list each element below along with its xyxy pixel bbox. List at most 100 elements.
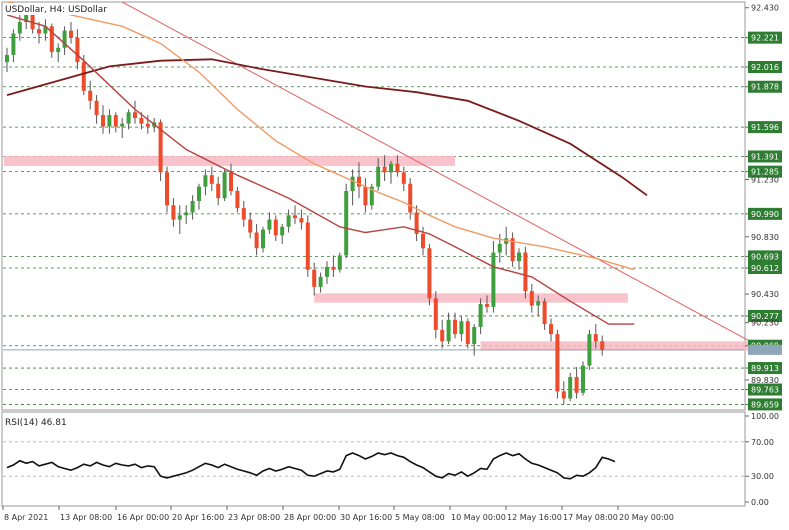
resistance-zone: [3, 155, 456, 166]
bear-candle: [523, 252, 528, 292]
bear-candle: [561, 391, 566, 399]
bear-candle: [209, 175, 214, 184]
bull-candle: [504, 238, 509, 244]
time-tick-label: 20 Apr 16:00: [172, 513, 224, 522]
rsi-tick-label: 70.00: [751, 438, 774, 447]
time-tick-label: 5 May 08:00: [395, 513, 445, 522]
resistance-zone: [480, 341, 775, 351]
bull-candle: [280, 226, 285, 236]
bear-candle: [382, 166, 387, 173]
bull-candle: [318, 276, 323, 287]
bull-candle: [184, 212, 189, 216]
bear-candle: [408, 183, 413, 213]
bear-candle: [414, 212, 419, 234]
bull-candle: [43, 26, 48, 34]
bear-candle: [395, 163, 400, 173]
level-label-bg: [748, 121, 782, 134]
bear-candle: [331, 266, 336, 270]
time-tick-label: 13 Apr 08:00: [60, 513, 112, 522]
rsi-title: RSI(14) 46.81: [5, 418, 67, 428]
bear-candle: [49, 26, 54, 53]
bull-candle: [11, 33, 16, 55]
level-label-bg: [748, 261, 782, 274]
bear-candle: [248, 219, 253, 233]
bear-candle: [216, 183, 221, 199]
level-label-bg: [748, 31, 782, 44]
time-tick-label: 12 May 16:00: [507, 513, 562, 522]
bull-candle: [126, 112, 131, 124]
bull-candle: [203, 175, 208, 187]
bear-candle: [549, 324, 553, 335]
level-label: 92.016: [751, 63, 779, 72]
time-tick-label: 16 Apr 00:00: [117, 513, 169, 522]
bull-candle: [5, 54, 9, 63]
level-label-bg: [748, 383, 782, 396]
bear-candle: [75, 37, 80, 63]
price-tick-label: 90.230: [751, 319, 779, 328]
level-label-bg: [748, 60, 782, 73]
bear-candle: [229, 172, 233, 191]
level-label: 90.990: [751, 210, 779, 219]
bull-candle: [286, 215, 291, 227]
price-tick-label: 91.230: [751, 176, 779, 185]
bear-candle: [101, 115, 105, 127]
level-label-bg: [748, 150, 782, 163]
price-tick-label: 92.430: [751, 4, 779, 13]
bull-candle: [478, 304, 483, 327]
time-tick-label: 20 May 00:00: [619, 513, 674, 522]
bear-candle: [88, 90, 93, 101]
level-label: 91.391: [751, 152, 779, 161]
rsi-tick-label: 30.00: [751, 472, 774, 481]
bear-candle: [158, 122, 163, 173]
level-label-bg: [748, 80, 782, 93]
bear-candle: [299, 218, 304, 223]
bear-candle: [165, 172, 169, 206]
level-label-bg: [748, 309, 782, 322]
price-tick-label: 90.830: [751, 233, 779, 242]
bull-candle: [24, 14, 29, 23]
bear-candle: [363, 186, 368, 206]
bull-candle: [344, 190, 349, 256]
bull-candle: [376, 166, 381, 187]
bear-candle: [133, 112, 137, 118]
bear-candle: [273, 219, 278, 236]
level-label-bg: [748, 207, 782, 220]
bear-candle: [433, 298, 438, 330]
moving-average-mid: [6, 14, 635, 325]
bear-candle: [171, 205, 176, 220]
price-tick-label: 90.430: [751, 290, 779, 299]
bear-candle: [401, 172, 406, 184]
level-label: 89.763: [751, 386, 779, 395]
bear-candle: [235, 190, 240, 209]
bull-candle: [581, 365, 585, 393]
bull-candle: [62, 30, 67, 48]
bull-candle: [459, 321, 464, 335]
bear-candle: [357, 176, 361, 187]
bear-candle: [37, 29, 41, 34]
bear-candle: [600, 341, 605, 350]
bear-candle: [485, 304, 489, 307]
bull-candle: [177, 215, 182, 220]
bear-candle: [254, 232, 259, 249]
trendline: [121, 1, 769, 352]
bull-candle: [491, 252, 496, 307]
time-tick-label: 8 Apr 2021: [4, 513, 48, 522]
bear-candle: [440, 329, 445, 342]
time-tick-label: 17 May 08:00: [563, 513, 618, 522]
moving-average-fast: [6, 1, 635, 271]
bear-candle: [305, 222, 310, 270]
rsi-tick-label: 0.00: [751, 498, 769, 507]
rsi-tick-label: 100.00: [751, 412, 779, 421]
bull-candle: [190, 200, 195, 213]
rsi-panel-frame: [1, 411, 746, 507]
bear-candle: [81, 62, 86, 91]
bear-candle: [94, 100, 99, 116]
bear-candle: [593, 334, 598, 342]
bear-candle: [113, 115, 118, 127]
bull-candle: [261, 229, 265, 249]
bear-candle: [465, 321, 470, 345]
price-tick-label: 89.830: [751, 376, 779, 385]
bull-candle: [389, 163, 393, 173]
bull-candle: [472, 326, 477, 345]
bull-candle: [17, 22, 22, 34]
